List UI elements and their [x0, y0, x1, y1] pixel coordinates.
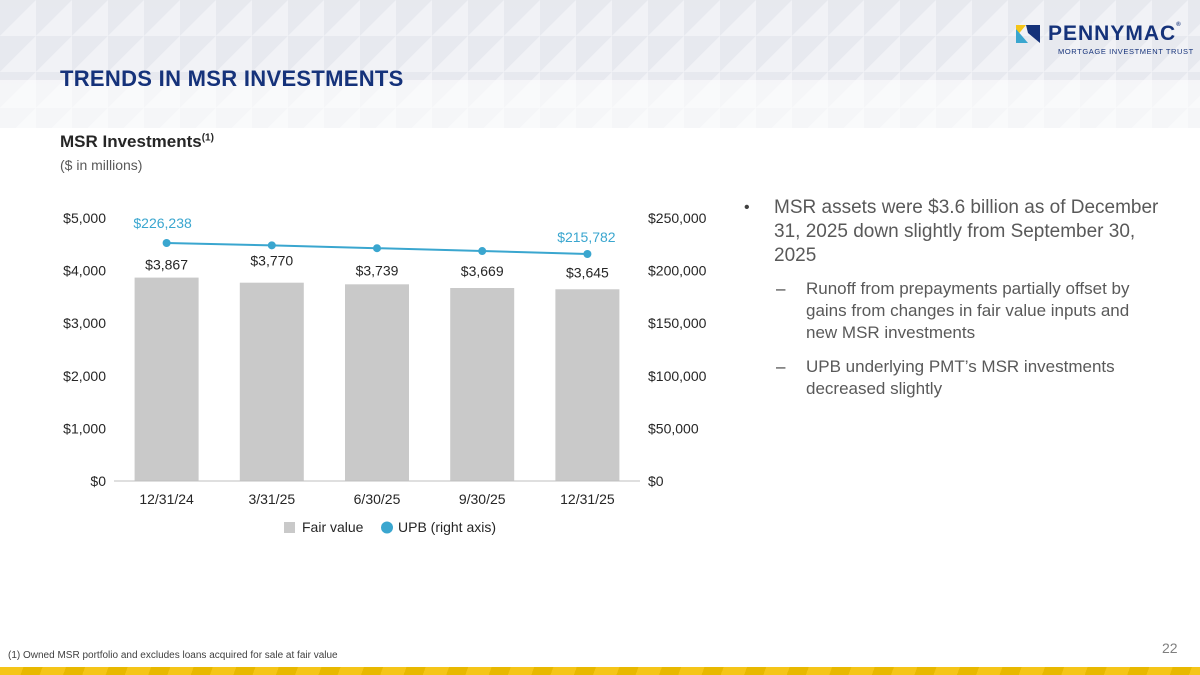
- commentary-sub-item: – UPB underlying PMT’s MSR investments d…: [742, 356, 1162, 400]
- right-axis-tick-label: $100,000: [648, 368, 707, 384]
- right-axis-tick-label: $50,000: [648, 420, 699, 436]
- legend-fair-value-label: Fair value: [302, 519, 364, 535]
- bottom-accent-band: [0, 667, 1200, 675]
- page-number: 22: [1162, 640, 1178, 656]
- footnote: (1) Owned MSR portfolio and excludes loa…: [8, 650, 338, 661]
- pennymac-logo: PENNYMAC® MORTGAGE INVESTMENT TRUST: [1016, 22, 1193, 62]
- chart-title-footnote-ref: (1): [201, 132, 214, 144]
- header-pattern: [0, 0, 1200, 128]
- dash-icon: –: [776, 279, 786, 298]
- category-tick-label: 9/30/25: [459, 491, 506, 507]
- right-axis-tick-label: $200,000: [648, 263, 707, 279]
- upb-point: [373, 244, 381, 253]
- legend-upb-label: UPB (right axis): [398, 519, 496, 535]
- commentary-sub-text: UPB underlying PMT’s MSR investments dec…: [806, 357, 1115, 398]
- fair-value-bar: [345, 284, 409, 481]
- upb-data-label: $215,782: [557, 229, 616, 245]
- commentary: • MSR assets were $3.6 billion as of Dec…: [742, 196, 1162, 412]
- left-axis-tick-label: $4,000: [63, 263, 106, 279]
- bullet-dot-icon: •: [744, 199, 750, 216]
- chart-subtitle: ($ in millions): [60, 157, 143, 173]
- legend-upb-swatch: [381, 521, 393, 534]
- upb-point: [583, 249, 592, 258]
- category-tick-label: 6/30/25: [354, 491, 401, 507]
- fair-value-data-label: $3,669: [461, 263, 504, 279]
- category-tick-label: 3/31/25: [248, 491, 295, 507]
- left-axis-tick-label: $1,000: [63, 420, 106, 436]
- header-band: [0, 0, 1200, 128]
- msr-chart: $0 $1,000 $2,000 $3,000 $4,000 $5,000 $0 $50,00…: [63, 210, 707, 535]
- dash-icon: –: [776, 357, 786, 376]
- upb-data-label: $226,238: [133, 215, 192, 231]
- commentary-sub-item: – Runoff from prepayments partially offs…: [742, 278, 1162, 344]
- legend-fair-value-swatch: [284, 522, 295, 533]
- fair-value-bar: [239, 282, 304, 481]
- commentary-sub-list: – Runoff from prepayments partially offs…: [742, 278, 1162, 400]
- left-axis-tick-label: $2,000: [63, 368, 106, 384]
- chart-title: MSR Investments(1): [60, 132, 214, 151]
- fair-value-data-label: $3,739: [356, 262, 399, 278]
- logo-wordmark: PENNYMAC®: [1048, 22, 1182, 45]
- category-tick-label: 12/31/24: [139, 491, 194, 507]
- fair-value-bar: [555, 289, 620, 481]
- upb-point: [478, 247, 487, 256]
- commentary-main-text: MSR assets were $3.6 billion as of Decem…: [774, 197, 1159, 266]
- logo-tagline: MORTGAGE INVESTMENT TRUST: [1058, 47, 1194, 56]
- fair-value-bar: [450, 288, 515, 481]
- commentary-sub-text: Runoff from prepayments partially offset…: [806, 279, 1130, 342]
- fair-value-bar: [134, 277, 199, 481]
- category-tick-label: 12/31/25: [560, 491, 615, 507]
- right-axis-tick-label: $150,000: [648, 315, 707, 331]
- left-axis-tick-label: $0: [90, 473, 106, 489]
- logo-mark-icon: [1016, 25, 1040, 43]
- left-axis-tick-label: $5,000: [63, 210, 106, 226]
- right-axis-tick-label: $250,000: [648, 210, 707, 226]
- fair-value-data-label: $3,645: [566, 264, 609, 280]
- fair-value-data-label: $3,867: [145, 257, 188, 273]
- right-axis-tick-label: $0: [648, 473, 664, 489]
- upb-point: [267, 241, 276, 250]
- slide-title: TRENDS IN MSR INVESTMENTS: [60, 66, 404, 91]
- commentary-main-bullet: • MSR assets were $3.6 billion as of Dec…: [742, 196, 1162, 268]
- left-axis-tick-label: $3,000: [63, 315, 106, 331]
- fair-value-data-label: $3,770: [250, 253, 293, 269]
- upb-point: [162, 238, 171, 247]
